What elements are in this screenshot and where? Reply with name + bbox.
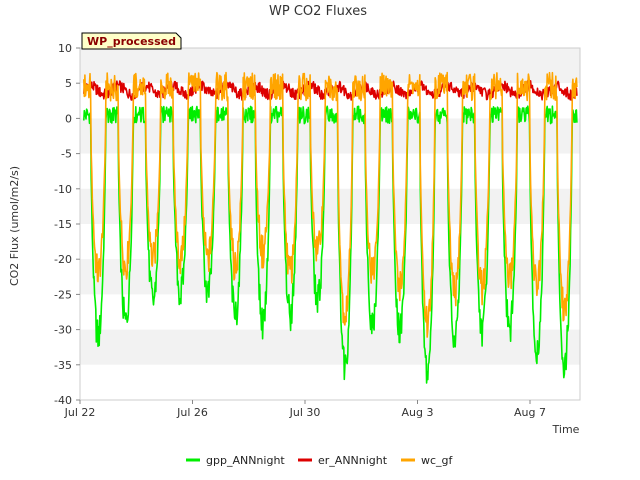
x-axis: Jul 22 Jul 26 Jul 30 Aug 3 Aug 7 bbox=[64, 400, 546, 419]
processed-badge: WP_processed bbox=[81, 32, 182, 50]
series-line-wc_gf bbox=[83, 71, 578, 338]
x-tick-label: Jul 30 bbox=[289, 406, 321, 419]
legend-label: er_ANNnight bbox=[318, 454, 388, 467]
x-tick-label: Aug 7 bbox=[514, 406, 546, 419]
y-tick-label: -25 bbox=[54, 288, 72, 301]
y-axis: 10 5 0 -5 -10 -15 -20 -25 -30 -35 -40 bbox=[54, 42, 80, 407]
y-tick-label: 0 bbox=[65, 112, 72, 125]
y-tick-label: -30 bbox=[54, 324, 72, 337]
series-line-gpp_ANNnight bbox=[83, 105, 578, 384]
grid-band bbox=[80, 294, 580, 330]
grid-band bbox=[80, 364, 580, 400]
grid-band bbox=[80, 153, 580, 189]
grid-band bbox=[80, 118, 580, 154]
y-tick-label: -40 bbox=[54, 394, 72, 407]
badge-box bbox=[81, 32, 182, 50]
y-tick-label: -10 bbox=[54, 183, 72, 196]
grid-band bbox=[80, 259, 580, 295]
badge-label: WP_processed bbox=[87, 35, 176, 48]
x-tick-label: Aug 3 bbox=[402, 406, 434, 419]
chart-title: WP CO2 Fluxes bbox=[269, 4, 367, 19]
grid-band bbox=[80, 329, 580, 365]
y-tick-label: 10 bbox=[58, 42, 72, 55]
x-tick-label: Jul 22 bbox=[64, 406, 96, 419]
x-axis-label: Time bbox=[552, 423, 580, 436]
legend-label: gpp_ANNnight bbox=[206, 454, 285, 467]
plot-series bbox=[83, 71, 578, 384]
y-tick-label: -20 bbox=[54, 253, 72, 266]
grid-band bbox=[80, 188, 580, 224]
y-axis-label: CO2 Flux (umol/m2/s) bbox=[8, 166, 21, 286]
x-tick-label: Jul 26 bbox=[176, 406, 208, 419]
y-tick-label: -15 bbox=[54, 218, 72, 231]
legend-label: wc_gf bbox=[421, 454, 454, 467]
grid-band bbox=[80, 224, 580, 260]
y-tick-label: -5 bbox=[61, 148, 72, 161]
legend: gpp_ANNnight er_ANNnight wc_gf bbox=[186, 454, 454, 467]
y-tick-label: -35 bbox=[54, 359, 72, 372]
y-tick-label: 5 bbox=[65, 77, 72, 90]
